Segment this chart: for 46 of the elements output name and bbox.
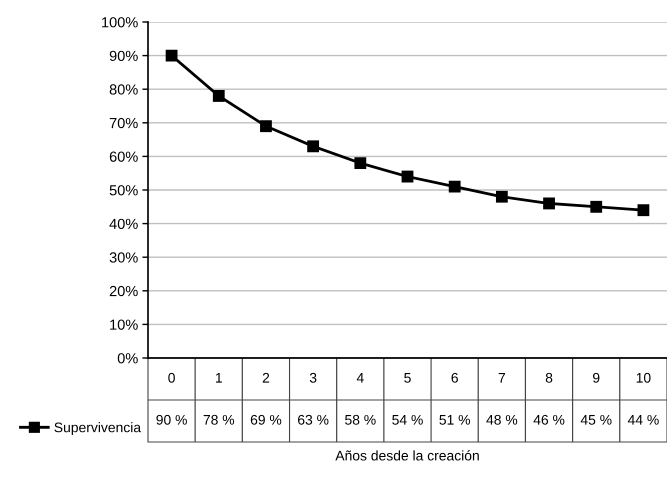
point <box>260 120 272 132</box>
y-tick-label: 0% <box>118 353 138 364</box>
point <box>402 170 414 182</box>
data-label: 78 % <box>204 414 234 425</box>
data-label: 69 % <box>250 414 282 425</box>
x-tick-label: 5 <box>404 373 411 383</box>
y-tick-label: 100% <box>102 17 138 28</box>
y-tick-label: 30% <box>110 252 138 263</box>
x-tick-label: 4 <box>356 373 364 383</box>
y-tick-label: 50% <box>110 185 138 196</box>
y-tick-label: 70% <box>110 118 138 128</box>
x-tick-label: 3 <box>310 372 316 383</box>
x-tick-label: 2 <box>262 372 270 383</box>
y-tick-label: 10% <box>110 320 138 330</box>
y-tick-label: 80% <box>110 84 138 95</box>
data-label: 63 % <box>298 414 328 425</box>
x-tick-label: 8 <box>546 372 552 383</box>
y-tick-label: 40% <box>109 218 138 230</box>
y-tick-label: 20% <box>110 286 138 296</box>
x-tick-label: 0 <box>168 372 175 383</box>
data-label: 45 % <box>580 414 612 425</box>
x-tick-label: 6 <box>452 372 458 383</box>
point <box>307 140 320 152</box>
legend-label: Supervivencia <box>54 422 142 436</box>
data-label: 51 % <box>439 414 470 425</box>
data-label: 90 % <box>156 414 187 425</box>
data-label: 58 % <box>345 414 376 425</box>
x-tick-label: 1 <box>216 373 222 383</box>
point <box>212 90 225 102</box>
point <box>448 180 461 193</box>
point <box>590 200 602 213</box>
y-tick-label: 90% <box>110 50 138 62</box>
point <box>354 157 366 170</box>
x-tick-label: 9 <box>593 372 600 383</box>
data-label: 48 % <box>486 414 518 425</box>
point <box>543 198 555 210</box>
x-tick-label: 7 <box>498 373 506 383</box>
x-tick-label: 10 <box>636 372 651 383</box>
data-label: 54 % <box>392 414 423 425</box>
point <box>638 204 650 216</box>
data-label: 46 % <box>534 414 564 425</box>
y-tick-label: 60% <box>110 152 138 162</box>
data-label: 44 % <box>628 414 659 425</box>
point <box>496 190 508 203</box>
x-axis-title: Años desde la creación <box>335 450 479 461</box>
point <box>166 50 178 62</box>
